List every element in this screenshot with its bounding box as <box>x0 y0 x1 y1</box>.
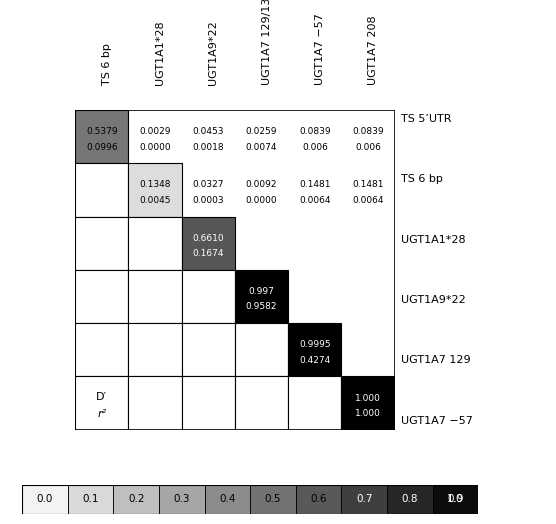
Bar <box>68 485 113 514</box>
Bar <box>296 485 341 514</box>
Bar <box>75 376 128 430</box>
Bar <box>128 163 182 216</box>
Text: TS 6 bp: TS 6 bp <box>401 174 443 184</box>
Text: 0.4274: 0.4274 <box>299 356 330 365</box>
Bar <box>341 376 395 430</box>
Bar <box>235 323 288 376</box>
Text: 0.7599: 0.7599 <box>299 234 331 243</box>
Text: 0.006: 0.006 <box>302 143 328 151</box>
Text: 0.0327: 0.0327 <box>192 180 224 189</box>
Bar <box>128 216 182 270</box>
Bar <box>22 485 68 514</box>
Text: 0.0064: 0.0064 <box>353 196 384 205</box>
Text: UGT1A7 −57: UGT1A7 −57 <box>315 13 325 85</box>
Bar <box>288 376 341 430</box>
Text: 0.1481: 0.1481 <box>299 180 331 189</box>
Bar <box>182 376 235 430</box>
Bar <box>128 323 182 376</box>
Text: 0.7: 0.7 <box>356 494 373 504</box>
Bar <box>128 376 182 430</box>
Text: 0.9995: 0.9995 <box>353 340 384 349</box>
Bar <box>182 216 235 270</box>
Bar <box>113 485 159 514</box>
Text: 0.9582: 0.9582 <box>246 302 277 311</box>
Bar <box>75 270 128 323</box>
Text: 0.0018: 0.0018 <box>192 143 224 151</box>
Text: 0.0: 0.0 <box>37 494 53 504</box>
Bar <box>235 376 288 430</box>
Text: D′: D′ <box>96 391 107 402</box>
Text: 0.5: 0.5 <box>265 494 281 504</box>
Bar <box>288 323 341 376</box>
Text: 0.3806: 0.3806 <box>299 302 331 311</box>
Bar <box>235 270 288 323</box>
Text: 1.000: 1.000 <box>355 394 381 402</box>
Text: 0.0029: 0.0029 <box>139 127 171 136</box>
Text: 0.3806: 0.3806 <box>353 302 384 311</box>
Text: 0.5379: 0.5379 <box>86 127 117 136</box>
Text: 0.2078: 0.2078 <box>246 249 277 258</box>
Bar <box>387 485 433 514</box>
Text: 0.6: 0.6 <box>310 494 327 504</box>
Text: 0.2: 0.2 <box>128 494 145 504</box>
Text: 0.4: 0.4 <box>219 494 236 504</box>
Text: UGT1A1*28: UGT1A1*28 <box>155 20 165 85</box>
Text: 0.1: 0.1 <box>82 494 99 504</box>
Text: 0.1348: 0.1348 <box>139 180 171 189</box>
Text: UGT1A1*28: UGT1A1*28 <box>401 235 466 245</box>
Bar <box>159 485 205 514</box>
Text: 0.1481: 0.1481 <box>353 180 384 189</box>
Text: 0.9995: 0.9995 <box>299 340 331 349</box>
Bar <box>75 216 128 270</box>
Text: 0.0000: 0.0000 <box>139 143 171 151</box>
Text: 0.8: 0.8 <box>401 494 418 504</box>
Text: 0.1674: 0.1674 <box>192 249 224 258</box>
Text: 0.0064: 0.0064 <box>299 196 331 205</box>
Text: UGT1A7 −57: UGT1A7 −57 <box>401 416 473 425</box>
Bar <box>75 110 128 163</box>
Text: 0.4938: 0.4938 <box>299 249 331 258</box>
Bar <box>250 485 296 514</box>
Text: 0.9215: 0.9215 <box>299 287 331 296</box>
Text: 0.0453: 0.0453 <box>192 127 224 136</box>
Text: 0.0003: 0.0003 <box>192 196 224 205</box>
Bar <box>128 270 182 323</box>
Text: 0.4274: 0.4274 <box>353 356 384 365</box>
Text: UGT1A7 208: UGT1A7 208 <box>368 15 378 85</box>
Bar <box>433 485 478 514</box>
Text: 0.3: 0.3 <box>173 494 190 504</box>
Text: 1.0: 1.0 <box>447 494 464 504</box>
Text: 0.0839: 0.0839 <box>299 127 331 136</box>
Text: TS 6 bp: TS 6 bp <box>102 43 112 85</box>
Text: 0.7599: 0.7599 <box>353 234 384 243</box>
Bar <box>205 485 250 514</box>
Text: 0.0259: 0.0259 <box>246 127 277 136</box>
Text: 0.9215: 0.9215 <box>353 287 384 296</box>
Text: 0.0839: 0.0839 <box>353 127 384 136</box>
Text: 0.006: 0.006 <box>355 143 381 151</box>
Bar <box>182 323 235 376</box>
Text: 0.0996: 0.0996 <box>86 143 117 151</box>
Text: UGT1A9*22: UGT1A9*22 <box>401 295 466 305</box>
Text: 0.0000: 0.0000 <box>246 196 277 205</box>
Text: UGT1A7 129: UGT1A7 129 <box>401 355 471 365</box>
Text: 0.0092: 0.0092 <box>246 180 277 189</box>
Text: 0.0045: 0.0045 <box>139 196 171 205</box>
Text: UGT1A9*22: UGT1A9*22 <box>208 20 219 85</box>
Text: 0.7521: 0.7521 <box>246 234 277 243</box>
Bar <box>182 270 235 323</box>
Text: 0.997: 0.997 <box>249 287 275 296</box>
Bar <box>341 485 387 514</box>
Text: TS 5’UTR: TS 5’UTR <box>401 114 452 124</box>
Text: 1.000: 1.000 <box>355 409 381 418</box>
Text: 0.0074: 0.0074 <box>246 143 277 151</box>
Bar <box>75 323 128 376</box>
Text: 0.6610: 0.6610 <box>192 234 224 243</box>
Text: 0.4938: 0.4938 <box>353 249 384 258</box>
Bar <box>75 163 128 216</box>
Text: r²: r² <box>97 409 106 419</box>
Text: UGT1A7 129/131: UGT1A7 129/131 <box>261 0 271 85</box>
Text: 0.9: 0.9 <box>447 494 464 504</box>
